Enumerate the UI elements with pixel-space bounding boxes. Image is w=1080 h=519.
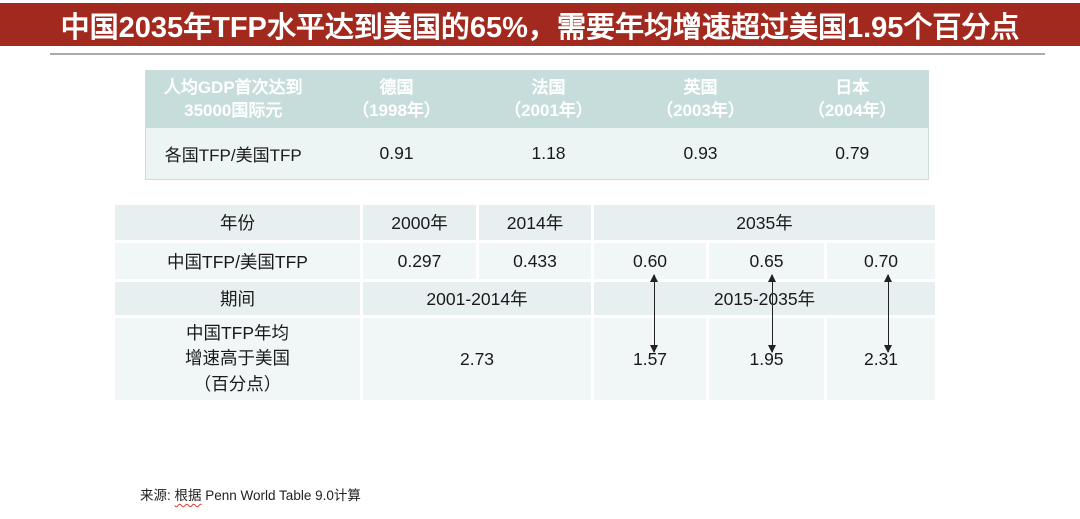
ratio-2035-high-cell: 0.70 [827,243,935,279]
growth-2001-2014-cell: 2.73 [363,318,591,400]
value-cell-germany: 0.91 [320,128,473,180]
row-label-cell: 中国TFP/美国TFP [115,243,360,279]
double-headed-arrow-icon [650,274,658,353]
row-label-cell: 中国TFP年均 增速高于美国 （百分点） [115,318,360,400]
value-cell-uk: 0.93 [624,128,777,180]
ratio-2014-cell: 0.433 [479,243,591,279]
period-row: 期间 2001-2014年 2015-2035年 [115,282,935,315]
double-headed-arrow-icon [768,274,776,353]
column-header-uk: 英国 （2003年） [624,70,777,128]
column-header-germany: 德国 （1998年） [320,70,473,128]
growth-2035-high-cell: 2.31 [827,318,935,400]
year-row: 年份 2000年 2014年 2035年 [115,205,935,240]
growth-row: 中国TFP年均 增速高于美国 （百分点） 2.73 1.57 1.95 2.31 [115,318,935,400]
table-header-row: 人均GDP首次达到 35000国际元 德国 （1998年） 法国 （2001年）… [145,70,929,128]
period-2015-2035-cell: 2015-2035年 [594,282,935,315]
corner-header-cell: 人均GDP首次达到 35000国际元 [145,70,321,128]
period-2001-2014-cell: 2001-2014年 [363,282,591,315]
year-2014-cell: 2014年 [479,205,591,240]
row-label-cell: 各国TFP/美国TFP [145,128,321,180]
ratio-2035-mid-cell: 0.65 [709,243,824,279]
source-note: 来源: 根据 Penn World Table 9.0计算 [140,484,361,504]
value-cell-france: 1.18 [472,128,625,180]
ratio-2000-cell: 0.297 [363,243,476,279]
column-header-france: 法国 （2001年） [472,70,625,128]
page-title: 中国2035年TFP水平达到美国的65%，需要年均增速超过美国1.95个百分点 [60,11,1020,44]
growth-2035-mid-cell: 1.95 [709,318,824,400]
column-header-japan: 日本 （2004年） [776,70,929,128]
year-2035-cell: 2035年 [594,205,935,240]
ratio-row: 中国TFP/美国TFP 0.297 0.433 0.60 0.65 0.70 [115,243,935,279]
double-headed-arrow-icon [884,274,892,353]
title-banner: 中国2035年TFP水平达到美国的65%，需要年均增速超过美国1.95个百分点 [0,3,1080,46]
row-label-cell: 期间 [115,282,360,315]
source-rest: Penn World Table 9.0计算 [201,488,361,503]
row-label-cell: 年份 [115,205,360,240]
horizontal-divider [50,53,1045,55]
source-spellchecked-word: 根据 [174,488,202,503]
china-tfp-projection-table: 年份 2000年 2014年 2035年 中国TFP/美国TFP 0.297 0… [112,202,938,403]
value-cell-japan: 0.79 [776,128,929,180]
source-prefix: 来源: [140,488,175,503]
year-2000-cell: 2000年 [363,205,476,240]
growth-2035-low-cell: 1.57 [594,318,706,400]
country-tfp-comparison-table: 人均GDP首次达到 35000国际元 德国 （1998年） 法国 （2001年）… [145,70,929,180]
ratio-2035-low-cell: 0.60 [594,243,706,279]
table-row: 各国TFP/美国TFP 0.91 1.18 0.93 0.79 [145,128,929,180]
